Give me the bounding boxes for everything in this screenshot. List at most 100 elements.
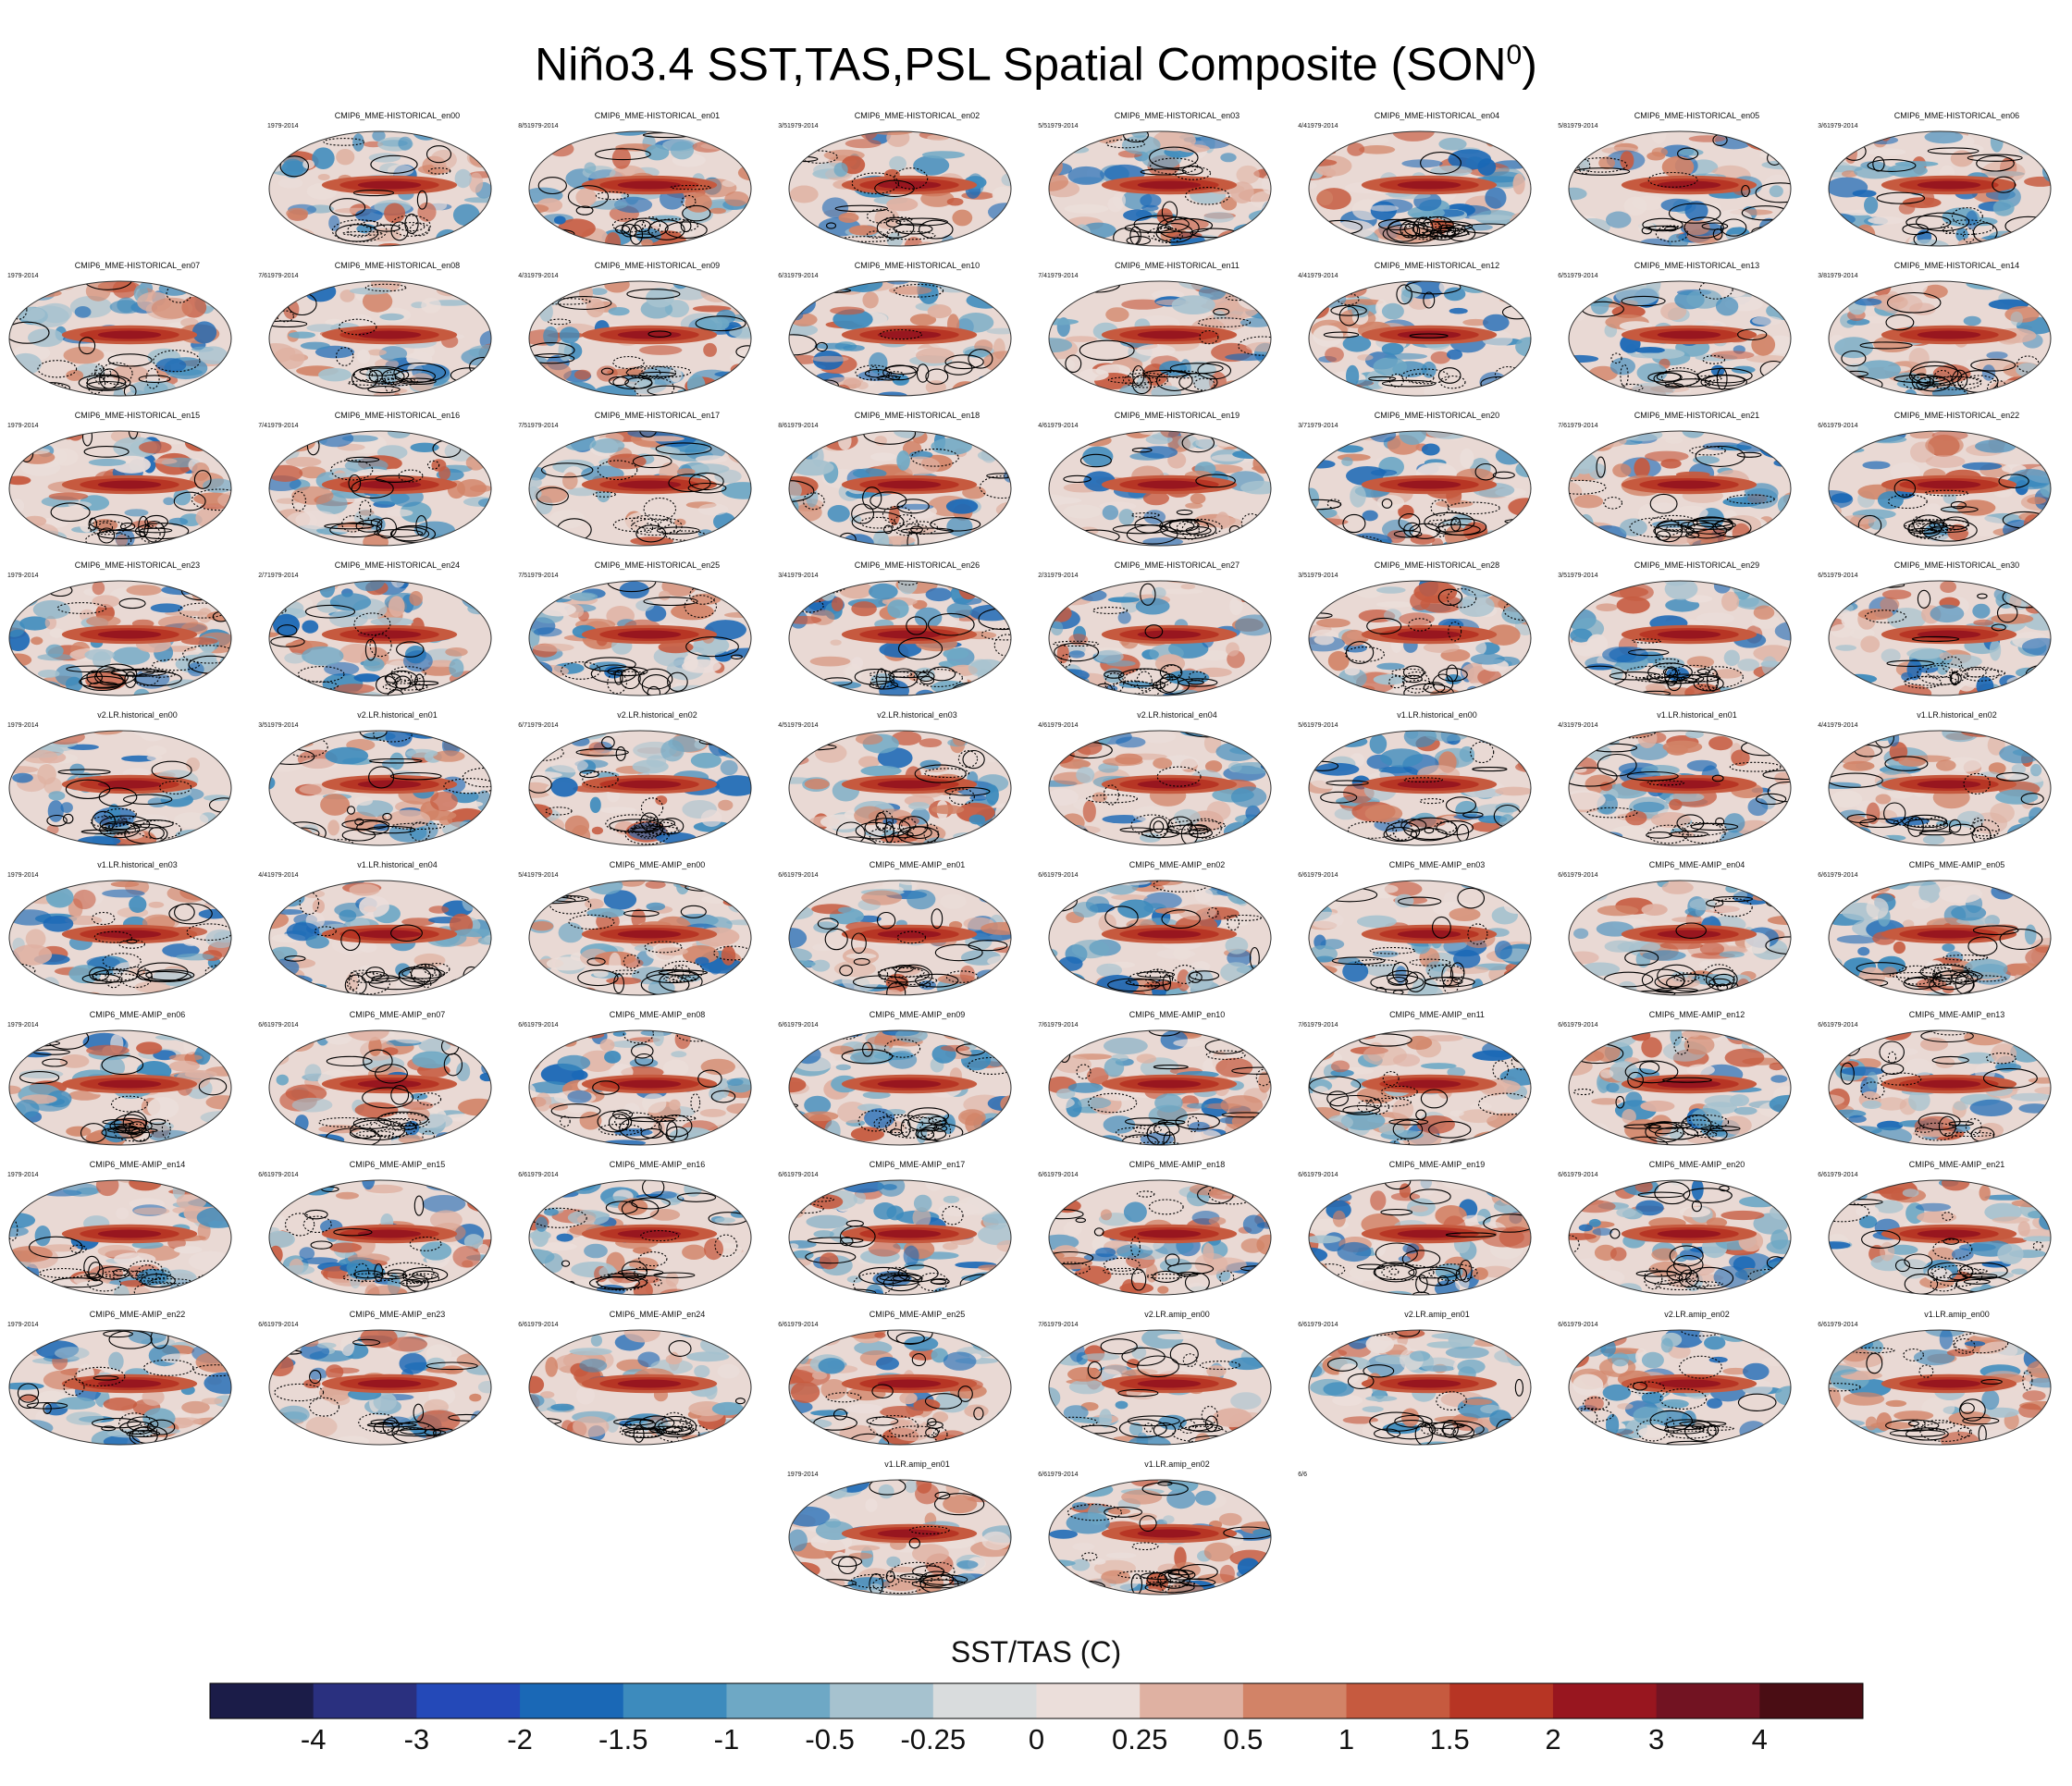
anomaly-blob [891,731,922,745]
anomaly-blob [660,740,684,762]
anomaly-blob [281,975,313,986]
anomaly-blob [710,236,725,243]
anomaly-blob [986,327,1011,335]
anomaly-blob [529,782,553,798]
anomaly-blob [1902,197,1942,208]
anomaly-blob [1364,805,1403,823]
anomaly-blob [1245,687,1271,696]
psl-contour [416,190,428,210]
anomaly-blob [1645,450,1689,462]
anomaly-blob [1140,446,1178,459]
anomaly-blob [1239,590,1264,597]
panel-title: CMIP6_MME-HISTORICAL_en20 [1374,411,1500,420]
anomaly-blob [1515,585,1531,598]
anomaly-blob [48,492,89,500]
anomaly-blob [1253,672,1271,685]
psl-contour [1195,474,1236,488]
anomaly-blob [16,587,39,607]
psl-contour [1448,621,1462,642]
anomaly-blob [269,383,280,396]
panel-period: 1979-2014 [1567,722,1598,729]
anomaly-blob [724,191,749,207]
anomaly-blob [357,349,371,364]
anomaly-blob [1370,469,1398,476]
warm-tongue [1137,930,1202,939]
anomaly-blob [17,432,43,438]
panel-title: CMIP6_MME-HISTORICAL_en21 [1634,411,1760,420]
psl-contour [1446,664,1459,683]
anomaly-blob [718,799,734,811]
map-outline [1828,880,2052,996]
anomaly-blob [404,1120,420,1136]
anomaly-blob [1230,786,1267,807]
panel-title: CMIP6_MME-HISTORICAL_en15 [74,411,201,420]
anomaly-blob [303,431,323,436]
psl-contour [353,612,391,636]
anomaly-blob [1870,294,1908,311]
anomaly-blob [888,286,932,295]
psl-contour [1067,985,1082,995]
map-outline [1828,580,2052,696]
psl-contour [1393,530,1423,538]
anomaly-blob [796,431,812,440]
anomaly-blob [270,830,283,841]
anomaly-blob [805,731,829,739]
anomaly-blob [639,345,683,355]
anomaly-blob [1771,831,1790,845]
anomaly-blob [1600,241,1623,246]
anomaly-blob [1906,239,1950,246]
anomaly-blob [209,735,231,756]
map-panel: CMIP6_MME-HISTORICAL_en04 1979-2014 5/8 [1307,111,1567,261]
map-svg [268,880,492,996]
anomaly-blob [1745,354,1788,363]
anomaly-blob [1887,608,1927,630]
psl-contour [1893,375,1946,384]
psl-contour [1513,282,1531,289]
anomaly-blob [1586,663,1614,671]
map-svg [788,280,1012,397]
anomaly-blob [1743,487,1779,510]
psl-contour [415,515,427,536]
psl-contour [1624,950,1659,966]
psl-contour [1736,451,1762,458]
anomaly-blob [1599,782,1613,792]
anomaly-blob [9,881,22,891]
anomaly-blob [1893,941,1906,955]
psl-contour [382,812,392,821]
anomaly-blob [896,450,910,471]
psl-contour [83,281,133,290]
anomaly-blob [415,1142,428,1145]
anomaly-blob [947,881,992,884]
psl-contour [1911,516,1924,536]
psl-contour [1152,681,1166,689]
panel-period: 1979-2014 [267,1022,299,1028]
anomaly-blob [1359,145,1396,154]
psl-contour [916,363,930,383]
panel-count: 4/4 [1298,273,1307,279]
anomaly-blob [276,1074,289,1086]
psl-contour [1847,131,1879,143]
psl-contour [362,1087,414,1109]
psl-contour [883,524,893,535]
anomaly-blob [1246,232,1271,246]
map-outline [1308,130,1532,247]
psl-contour [361,970,389,984]
psl-contour [1128,970,1174,988]
panel-period: 1979-2014 [527,123,559,129]
anomaly-blob [274,281,301,288]
psl-contour [692,583,724,591]
anomaly-blob [113,387,125,396]
psl-contour [124,1126,141,1136]
anomaly-blob [1073,224,1092,245]
anomaly-blob [34,681,61,693]
anomaly-blob [269,740,314,748]
anomaly-blob [1078,526,1099,536]
anomaly-blob [299,839,325,845]
anomaly-blob [1759,439,1791,450]
anomaly-blob [1001,173,1011,187]
anomaly-blob [1615,284,1660,306]
map-panel: CMIP6_MME-AMIP_en02 1979-2014 6/6 [1047,860,1307,1010]
anomaly-blob [1770,738,1791,753]
psl-contour [1060,654,1072,668]
